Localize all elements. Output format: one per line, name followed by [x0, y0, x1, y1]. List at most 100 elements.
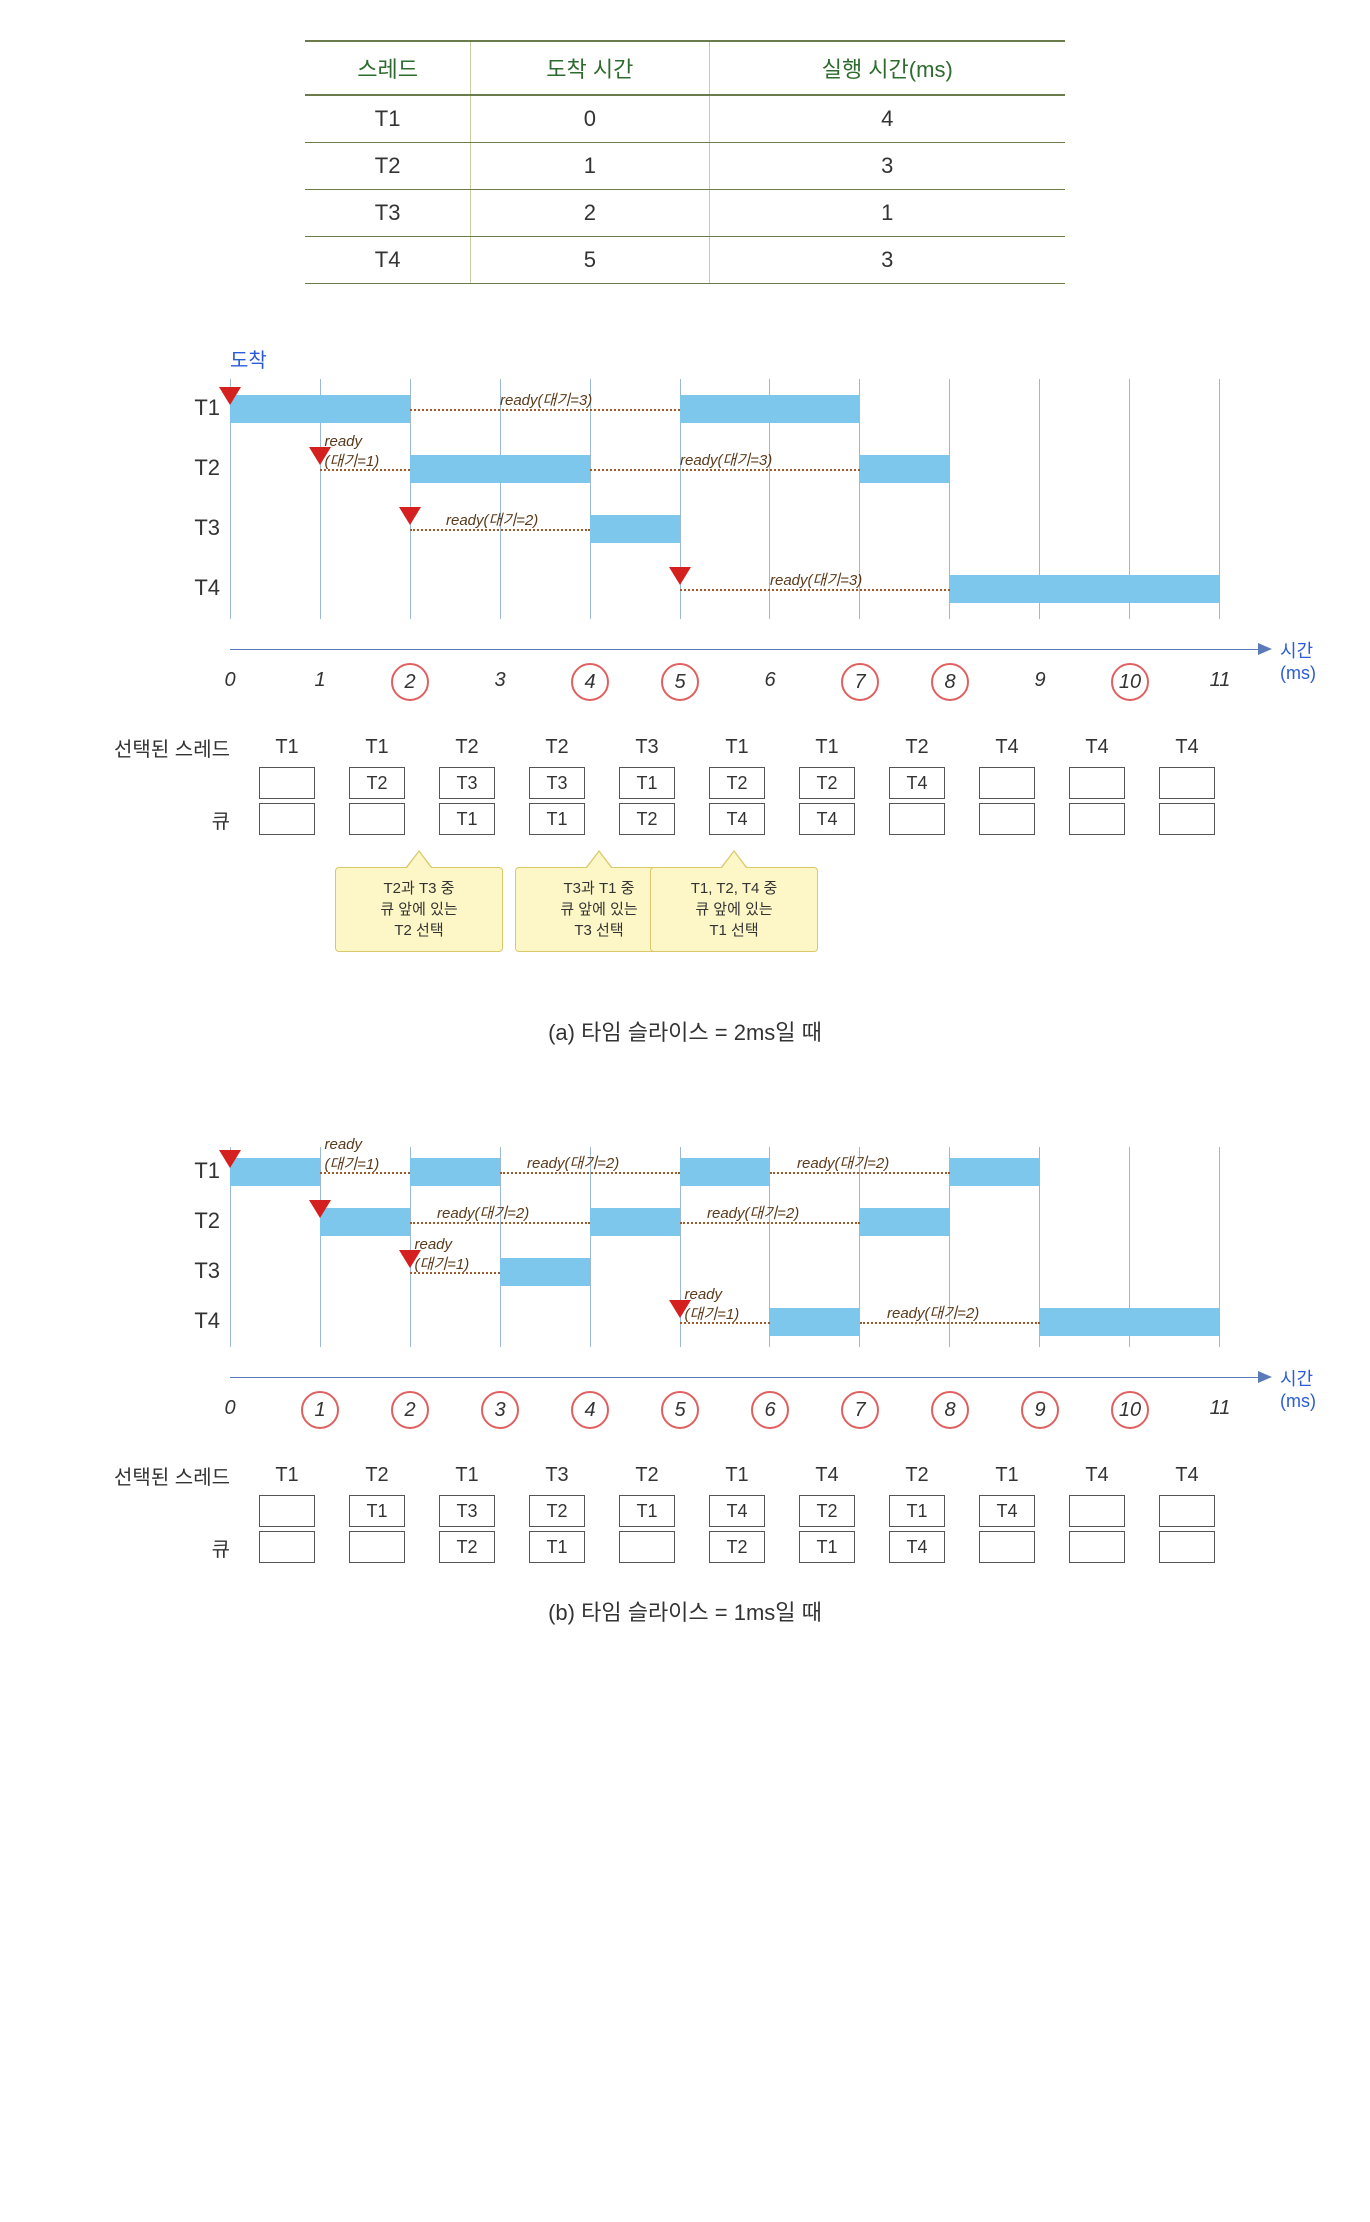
axis-arrow-icon — [1258, 643, 1272, 655]
queue-cell: . — [979, 803, 1035, 835]
axis-tick: 5 — [661, 663, 699, 701]
table-row: T213 — [305, 143, 1065, 190]
queue-cell: . — [619, 1531, 675, 1563]
axis-tick: 10 — [1111, 1391, 1149, 1429]
selected-thread-cell: T1 — [692, 736, 782, 759]
axis-arrow-icon — [1258, 1371, 1272, 1383]
wait-label: ready(대기=2) — [437, 1202, 529, 1223]
wait-label: ready(대기=1) — [325, 433, 380, 471]
arrival-marker-icon — [219, 1150, 241, 1168]
queue-cell: T4 — [889, 1531, 945, 1563]
queue-cell: T2 — [799, 1495, 855, 1527]
queue-cell: . — [1159, 1531, 1215, 1563]
exec-bar — [680, 395, 860, 423]
gantt-row-label: T1 — [170, 395, 220, 421]
exec-bar — [860, 1208, 950, 1236]
chart-b-block: T1T2T3T4ready(대기=1)ready(대기=2)ready(대기=2… — [60, 1147, 1310, 1627]
queue-label: 큐 — [60, 805, 242, 834]
queue-cell: T4 — [799, 803, 855, 835]
table-row: T321 — [305, 190, 1065, 237]
col-exec: 실행 시간(ms) — [709, 41, 1065, 95]
queue-cell: . — [259, 767, 315, 799]
selected-thread-cell: T4 — [1052, 736, 1142, 759]
axis-tick: 10 — [1111, 663, 1149, 701]
queue-cell: T4 — [979, 1495, 1035, 1527]
gantt-row-label: T3 — [170, 1258, 220, 1284]
axis-tick: 0 — [213, 663, 247, 697]
table-header-row: 스레드 도착 시간 실행 시간(ms) — [305, 41, 1065, 95]
chart-b-caption: (b) 타임 슬라이스 = 1ms일 때 — [60, 1595, 1310, 1627]
arrival-marker-icon — [399, 1250, 421, 1268]
exec-bar — [950, 1158, 1040, 1186]
queue-cell: . — [259, 1495, 315, 1527]
queue-cell: . — [1159, 803, 1215, 835]
axis-tick: 4 — [571, 1391, 609, 1429]
callouts-a: T2과 T3 중큐 앞에 있는T2 선택T3과 T1 중큐 앞에 있는T3 선택… — [230, 845, 1220, 985]
queue-cell: T4 — [889, 767, 945, 799]
thread-table: 스레드 도착 시간 실행 시간(ms) T104T213T321T453 — [305, 40, 1065, 284]
queue-cell: T2 — [439, 1531, 495, 1563]
table-row: T104 — [305, 95, 1065, 143]
queue-cell: T3 — [439, 1495, 495, 1527]
gantt-row-label: T2 — [170, 1208, 220, 1234]
selected-thread-cell: T1 — [332, 736, 422, 759]
axis-tick: 8 — [931, 663, 969, 701]
exec-bar — [590, 1208, 680, 1236]
axis-tick: 0 — [213, 1391, 247, 1425]
table-body: T104T213T321T453 — [305, 95, 1065, 284]
selected-thread-cell: T3 — [602, 736, 692, 759]
selected-thread-cell: T4 — [962, 736, 1052, 759]
queue-cell: T4 — [709, 803, 765, 835]
exec-bar — [860, 455, 950, 483]
exec-bar — [590, 515, 680, 543]
table-cell: 5 — [471, 237, 709, 284]
callout: T2과 T3 중큐 앞에 있는T2 선택 — [335, 867, 503, 952]
exec-bar — [950, 575, 1220, 603]
queue-cell: T1 — [529, 1531, 585, 1563]
exec-bar — [410, 1158, 500, 1186]
wait-label: ready(대기=2) — [797, 1152, 889, 1173]
axis-a: 시간(ms) 01234567891011 — [230, 649, 1220, 709]
queue-cell: T1 — [349, 1495, 405, 1527]
selected-thread-cell: T2 — [872, 1464, 962, 1487]
selected-thread-cell: T2 — [422, 736, 512, 759]
table-cell: T2 — [305, 143, 471, 190]
selected-thread-cell: T1 — [242, 1464, 332, 1487]
axis-tick: 1 — [301, 1391, 339, 1429]
exec-bar — [410, 455, 590, 483]
queue-cell: T1 — [529, 803, 585, 835]
arrival-label: 도착 — [230, 344, 1310, 373]
callout: T1, T2, T4 중큐 앞에 있는T1 선택 — [650, 867, 818, 952]
selected-thread-cell: T3 — [512, 1464, 602, 1487]
exec-bar — [230, 395, 410, 423]
queue-cell: . — [1069, 1495, 1125, 1527]
queue-cell: . — [259, 1531, 315, 1563]
queue-cell: T2 — [349, 767, 405, 799]
exec-bar — [320, 1208, 410, 1236]
table-cell: 2 — [471, 190, 709, 237]
queue-a: 선택된 스레드 T1T1T2T2T3T1T1T2T4T4T4 .T2T3T3T1… — [60, 729, 1310, 837]
selected-thread-cell: T1 — [782, 736, 872, 759]
queue-cell: . — [1159, 1495, 1215, 1527]
queue-cell: . — [979, 1531, 1035, 1563]
queue-cell: . — [349, 803, 405, 835]
queue-cell: T1 — [439, 803, 495, 835]
col-arrival: 도착 시간 — [471, 41, 709, 95]
queue-cell: T3 — [529, 767, 585, 799]
queue-cell: T1 — [889, 1495, 945, 1527]
axis-tick: 9 — [1021, 1391, 1059, 1429]
wait-label: ready(대기=1) — [685, 1286, 740, 1324]
selected-thread-cell: T1 — [422, 1464, 512, 1487]
selected-thread-cell: T2 — [602, 1464, 692, 1487]
queue-cell: . — [1069, 803, 1125, 835]
queue-cell: T2 — [709, 767, 765, 799]
selected-thread-cell: T4 — [782, 1464, 872, 1487]
queue-cell: T4 — [709, 1495, 765, 1527]
axis-tick: 3 — [483, 663, 517, 697]
exec-bar — [1040, 1308, 1220, 1336]
selected-thread-cell: T4 — [1052, 1464, 1142, 1487]
gantt-a-area: T1T2T3T4ready(대기=3)ready(대기=1)ready(대기=3… — [230, 379, 1220, 619]
arrival-marker-icon — [309, 447, 331, 465]
queue-cell: . — [1069, 767, 1125, 799]
selected-thread-cell: T4 — [1142, 1464, 1232, 1487]
